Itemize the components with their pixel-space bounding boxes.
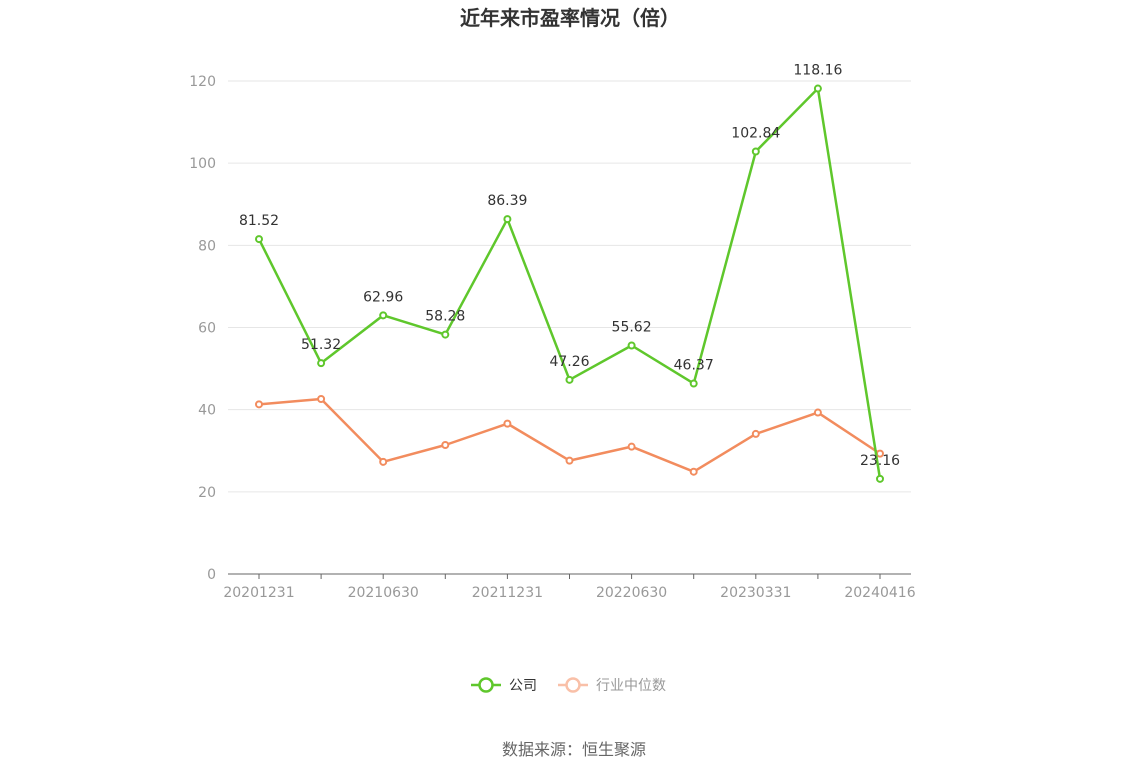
legend: 公司 行业中位数 [471,677,666,694]
data-label: 81.52 [239,213,279,229]
data-point-company [255,235,263,244]
x-tick-label: 20210630 [348,585,419,601]
data-label: 46.37 [674,357,714,373]
data-labels: 81.52 51.32 62.96 58.28 86.39 47.26 55.62 46.37… [239,63,900,469]
chart-title: 近年来市盈率情况（倍） [460,6,680,30]
data-point-company [627,341,636,350]
data-point-company [503,215,512,224]
data-label: 118.16 [793,63,842,79]
x-tick-label: 20211231 [472,585,543,601]
x-tick-label: 20230331 [720,585,791,601]
data-point-industry-median [503,419,512,428]
legend-item-industry-median[interactable]: 行业中位数 [558,677,666,694]
data-point-company [565,375,574,384]
data-point-industry-median [565,456,574,465]
data-point-industry-median [441,440,450,449]
legend-marker-icon [478,677,494,693]
data-point-industry-median [379,457,388,466]
legend-item-company[interactable]: 公司 [471,677,537,694]
gridlines [228,80,911,493]
y-tick-label: 60 [198,321,216,337]
data-label: 23.16 [860,453,900,469]
data-label: 55.62 [612,319,652,335]
data-point-company [317,359,326,368]
data-point-company [379,311,388,320]
data-point-industry-median [627,442,636,451]
axes: 0 20 40 60 80 100 120 20201231 20210630 20211231 2… [189,74,915,601]
data-point-company [689,379,698,388]
legend-label: 行业中位数 [596,678,666,694]
y-tick-label: 20 [198,485,216,501]
series-lines [255,84,884,483]
data-point-industry-median [317,394,326,403]
data-source: 数据来源：恒生聚源 [502,740,646,759]
data-point-industry-median [255,400,263,409]
x-tick-label: 20240416 [844,585,915,601]
data-point-industry-median [751,429,760,438]
legend-label: 公司 [509,678,537,694]
y-tick-label: 120 [189,74,216,90]
x-tick-label: 20220630 [596,585,667,601]
y-tick-label: 0 [207,567,216,583]
x-tick-label: 20201231 [223,585,294,601]
legend-marker-icon [565,677,581,693]
y-tick-label: 100 [189,156,216,172]
data-point-company [751,147,760,156]
data-label: 47.26 [549,354,589,370]
data-point-industry-median [689,467,698,476]
data-point-company [876,474,884,483]
data-label: 102.84 [731,125,780,141]
data-point-industry-median [813,408,822,417]
data-point-company [441,330,450,339]
data-point-company [813,84,822,93]
y-tick-label: 80 [198,238,216,254]
data-label: 51.32 [301,337,341,353]
data-label: 86.39 [487,193,527,209]
data-label: 58.28 [425,309,465,325]
series-line-company [257,87,882,480]
y-tick-label: 40 [198,403,216,419]
data-label: 62.96 [363,289,403,305]
